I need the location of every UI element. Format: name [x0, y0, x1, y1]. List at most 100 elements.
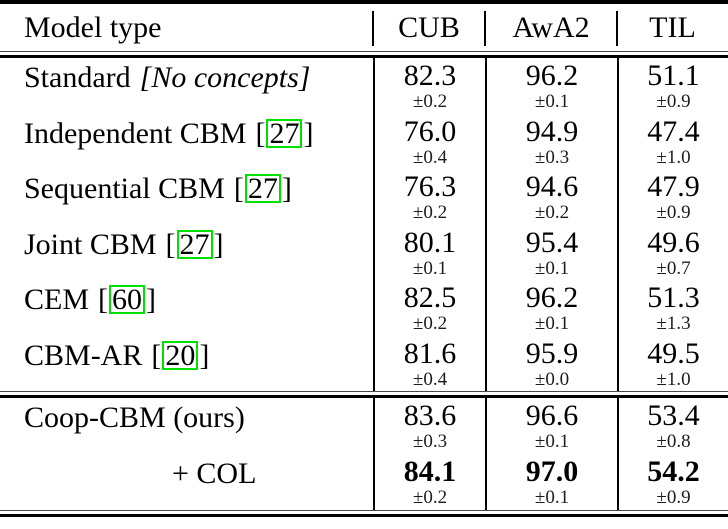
score-value: 47.4 — [647, 114, 700, 148]
score-value: 96.6 — [525, 399, 579, 432]
bracket-close: ] — [281, 172, 292, 205]
bracket-close: ] — [303, 116, 314, 150]
score-value: 84.1 — [403, 455, 457, 488]
score-std: ±0.2 — [412, 487, 448, 508]
score-value: 95.4 — [525, 225, 579, 259]
score-value: 96.2 — [525, 59, 579, 92]
til-score-cell: 51.3 ±1.3 — [617, 280, 728, 336]
score-std: ±0.3 — [534, 146, 570, 168]
score-value: 49.6 — [647, 225, 700, 259]
ours-section: Coop-CBM (ours) 83.6 ±0.3 96.6 ±0.1 53.4… — [0, 398, 728, 510]
score-value: 97.0 — [525, 455, 579, 488]
model-type-label: CEM[60] — [0, 280, 373, 336]
score-std: ±0.2 — [412, 91, 448, 112]
bracket-open: [ — [98, 283, 109, 316]
score-std: ±0.2 — [534, 202, 570, 223]
score-std: ±0.2 — [412, 313, 448, 334]
citation-link[interactable]: 20 — [162, 340, 199, 370]
awa2-score-cell: 94.6 ±0.2 — [485, 169, 617, 225]
score-std: ±0.2 — [412, 202, 448, 223]
model-type-label: Coop-CBM (ours) — [0, 398, 373, 454]
til-score-cell: 51.1 ±0.9 — [617, 58, 728, 114]
score-value: 82.3 — [403, 59, 457, 92]
awa2-score-cell: 96.2 ±0.1 — [485, 280, 617, 336]
bracket-open: [ — [165, 227, 176, 261]
column-header-cub: CUB — [372, 4, 485, 51]
table-row: Sequential CBM[27] 76.3 ±0.2 94.6 ±0.2 4… — [0, 169, 728, 225]
citation-link[interactable]: 27 — [244, 174, 281, 204]
score-std: ±0.1 — [412, 257, 448, 279]
til-score-cell: 53.4 ±0.8 — [617, 398, 728, 454]
column-header-awa2: AwA2 — [484, 4, 617, 51]
score-value: 82.5 — [403, 281, 457, 314]
citation-link[interactable]: 27 — [266, 118, 303, 148]
score-value: 54.2 — [647, 455, 700, 488]
score-std: ±0.9 — [656, 202, 691, 223]
score-std: ±0.7 — [656, 257, 691, 279]
score-value: 51.1 — [647, 59, 700, 92]
cub-score-cell: 82.3 ±0.2 — [373, 58, 485, 114]
baselines-section: Standard [No concepts] 82.3 ±0.2 96.2 ±0.… — [0, 58, 728, 391]
bottom-margin — [0, 517, 728, 525]
score-std: ±0.1 — [534, 91, 570, 112]
til-score-cell: 47.4 ±1.0 — [617, 113, 728, 169]
score-std: ±0.1 — [534, 431, 570, 452]
bracket-close: ] — [146, 283, 157, 316]
model-name: + COL — [172, 457, 257, 490]
score-std: ±0.1 — [534, 257, 570, 279]
score-std: ±0.9 — [656, 91, 691, 112]
table-row: Joint CBM[27] 80.1 ±0.1 95.4 ±0.1 49.6 ±… — [0, 224, 728, 281]
bracket-open: [ — [255, 116, 266, 150]
model-name: Standard — [24, 61, 131, 94]
citation-link[interactable]: 27 — [176, 229, 213, 259]
bracket-open: [ — [151, 338, 162, 372]
awa2-score-cell: 95.4 ±0.1 — [485, 224, 617, 280]
awa2-score-cell: 94.9 ±0.3 — [485, 113, 617, 169]
model-name: Joint CBM — [24, 227, 157, 261]
cub-score-cell: 80.1 ±0.1 — [373, 224, 485, 280]
score-std: ±0.4 — [412, 368, 448, 390]
model-type-label: Independent CBM[27] — [0, 114, 373, 170]
cub-score-cell: 83.6 ±0.3 — [373, 398, 485, 454]
table-row: + COL 84.1 ±0.2 97.0 ±0.1 54.2 ±0.9 — [0, 454, 728, 510]
citation-link[interactable]: 60 — [109, 285, 146, 315]
til-score-cell: 49.6 ±0.7 — [617, 224, 728, 280]
score-std: ±0.1 — [534, 487, 570, 508]
score-value: 80.1 — [403, 225, 457, 259]
table-row: Independent CBM[27] 76.0 ±0.4 94.9 ±0.3 … — [0, 113, 728, 170]
bracket-close: ] — [199, 338, 210, 372]
table-top-rule — [0, 0, 728, 4]
model-name: Sequential CBM — [24, 172, 225, 205]
score-std: ±0.3 — [412, 431, 448, 452]
model-name: CBM-AR — [24, 338, 143, 372]
bracket-close: ] — [213, 227, 224, 261]
table-bottom-rule — [0, 510, 728, 517]
cub-score-cell: 76.3 ±0.2 — [373, 169, 485, 225]
score-value: 76.0 — [403, 114, 457, 148]
awa2-score-cell: 96.6 ±0.1 — [485, 398, 617, 454]
table-row: Standard [No concepts] 82.3 ±0.2 96.2 ±0.… — [0, 58, 728, 114]
score-value: 96.2 — [525, 281, 579, 314]
model-name: Coop-CBM (ours) — [24, 401, 245, 434]
til-score-cell: 47.9 ±0.9 — [617, 169, 728, 225]
column-header-model-type: Model type — [24, 10, 162, 44]
model-type-label: Standard [No concepts] — [0, 58, 373, 114]
score-value: 47.9 — [647, 170, 700, 203]
score-std: ±0.4 — [412, 146, 448, 168]
score-value: 95.9 — [525, 336, 579, 370]
table-row: Coop-CBM (ours) 83.6 ±0.3 96.6 ±0.1 53.4… — [0, 398, 728, 454]
score-value: 49.5 — [647, 336, 700, 370]
score-std: ±1.3 — [656, 313, 691, 334]
model-name: Independent CBM — [24, 116, 247, 150]
model-type-label: + COL — [0, 454, 373, 510]
score-value: 83.6 — [403, 399, 457, 432]
awa2-score-cell: 96.2 ±0.1 — [485, 58, 617, 114]
model-type-label: Joint CBM[27] — [0, 225, 373, 281]
table-header-row: Model type CUB AwA2 TIL — [0, 4, 728, 51]
bracket-open: [ — [233, 172, 244, 205]
section-separator-rule — [0, 391, 728, 398]
header-separator-rule — [0, 51, 728, 58]
score-std: ±0.9 — [656, 487, 691, 508]
model-name: CEM — [24, 283, 90, 316]
